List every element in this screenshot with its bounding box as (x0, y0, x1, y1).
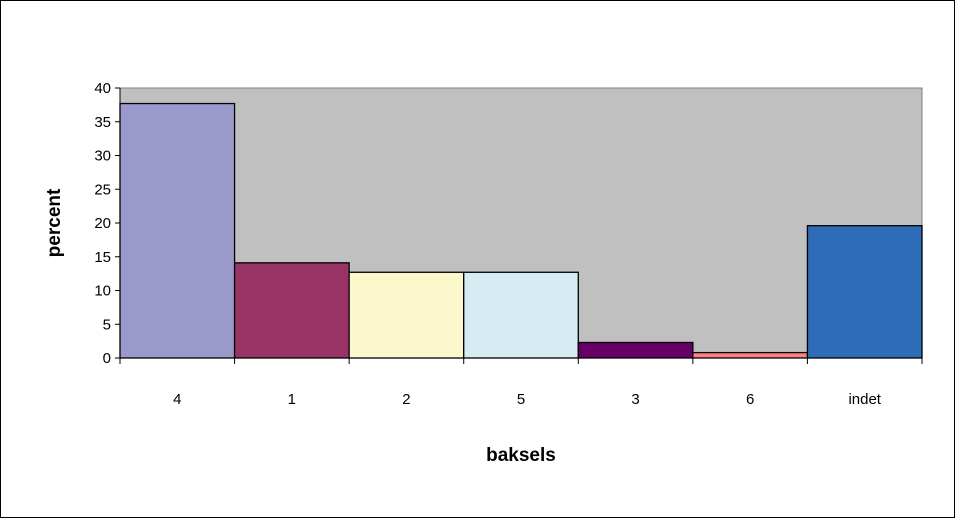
y-tick-label: 20 (94, 215, 111, 232)
y-tick-label: 35 (94, 114, 111, 131)
y-tick-label: 40 (94, 80, 111, 97)
x-tick-label-1: 1 (288, 391, 296, 408)
x-axis: 4 1 2 5 3 6 indet (119, 357, 923, 408)
y-tick-label: 0 (103, 350, 111, 367)
y-axis: 0 5 10 15 20 25 30 35 40 (94, 80, 121, 367)
y-tick-label: 15 (94, 249, 111, 266)
y-axis-title: percent (44, 188, 65, 257)
bar-3 (577, 341, 694, 359)
x-axis-title: baksels (486, 445, 556, 466)
bar-2 (348, 271, 465, 359)
y-tick-label: 25 (94, 181, 111, 198)
bars-group (119, 102, 923, 359)
bar-6 (692, 351, 809, 359)
x-tick-label-5: 5 (517, 391, 525, 408)
bar-5 (463, 271, 579, 359)
x-tick-label-3: 3 (631, 391, 639, 408)
x-tick-label-6: 6 (746, 391, 754, 408)
x-tick-label-4: 4 (173, 391, 181, 408)
x-tick-label-indet: indet (848, 391, 881, 408)
y-tick-label: 30 (94, 148, 111, 165)
bar-indet (806, 225, 923, 359)
y-tick-label: 10 (94, 283, 111, 300)
y-tick-label: 5 (103, 316, 111, 333)
bar-4 (119, 102, 236, 359)
x-tick-label-2: 2 (402, 391, 410, 408)
bar-1 (233, 262, 350, 359)
